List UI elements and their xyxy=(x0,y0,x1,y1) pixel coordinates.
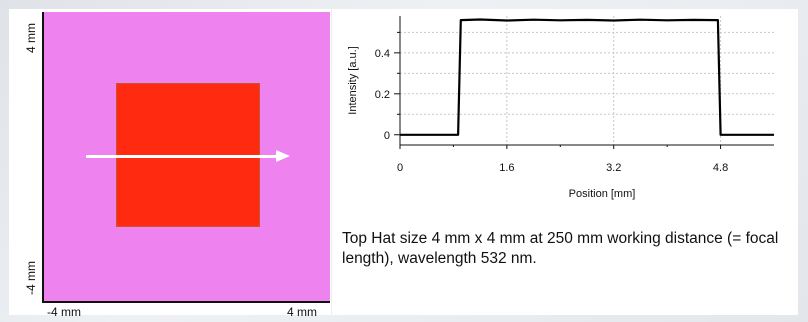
y-tick-label: 0 xyxy=(384,130,390,142)
intensity-chart: 0 0.2 0.4 0 1.6 3.2 4.8 Position [mm] Intensity … xyxy=(347,16,774,200)
y-tick-label: 0.4 xyxy=(375,48,390,60)
x-tick-label: 0 xyxy=(397,162,403,174)
caption-text: Top Hat size 4 mm x 4 mm at 250 mm worki… xyxy=(342,230,779,267)
intensity-plot-panel: 0 0.2 0.4 0 1.6 3.2 4.8 Position [mm] Intensity … xyxy=(332,9,798,315)
y-tick-label: 0.2 xyxy=(375,89,390,101)
beam-profile-panel: 4 mm -4 mm -4 mm 4 mm xyxy=(9,9,331,319)
intensity-profile-line xyxy=(400,18,774,136)
x-axis-left-label: -4 mm xyxy=(47,305,81,319)
arrow-head-icon xyxy=(276,150,290,162)
beam-image-field xyxy=(42,12,330,303)
y-axis-top-label: 4 mm xyxy=(24,23,38,53)
scan-direction-line xyxy=(86,155,276,158)
x-axis-right-label: 4 mm xyxy=(287,305,317,319)
x-axis-title: Position [mm] xyxy=(569,188,636,200)
y-axis-title: Intensity [a.u.] xyxy=(347,46,359,114)
y-axis-bottom-label: -4 mm xyxy=(24,261,38,295)
x-tick-label: 1.6 xyxy=(499,162,514,174)
x-tick-label: 4.8 xyxy=(713,162,728,174)
x-tick-label: 3.2 xyxy=(606,162,621,174)
